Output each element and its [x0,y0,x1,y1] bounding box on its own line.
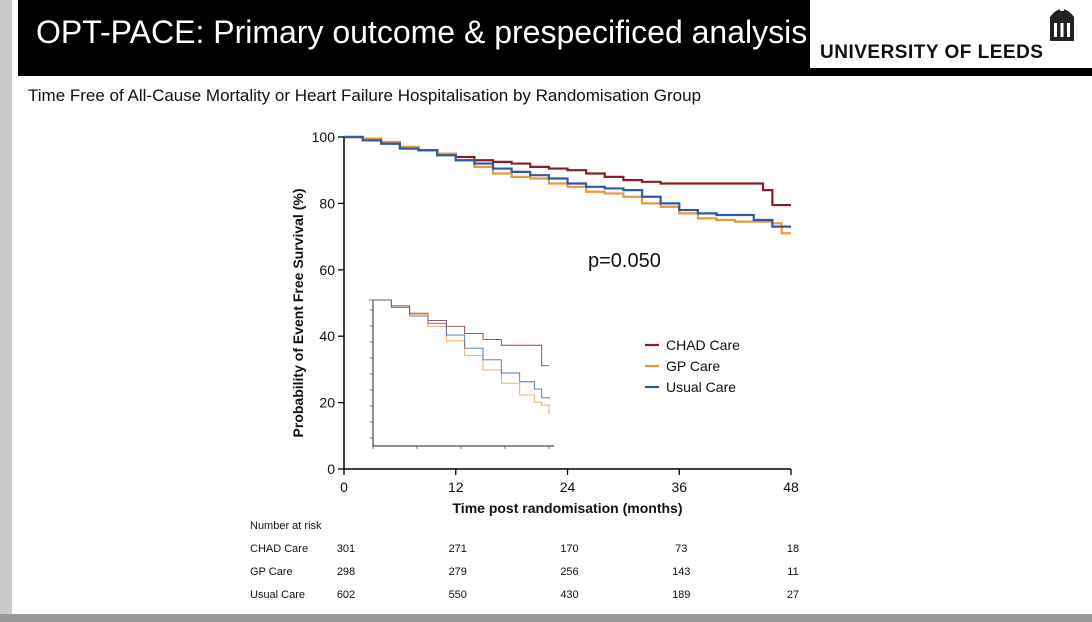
risk-cell: 256 [560,566,579,578]
risk-cell: 73 [675,543,688,555]
risk-cell: 430 [560,589,579,601]
risk-row-label: Usual Care [250,589,306,601]
bottom-bar [0,614,1092,622]
risk-cell: 602 [336,589,356,601]
y-tick-label: 40 [319,328,335,344]
legend-entry: Usual Care [666,379,736,395]
slide-title: OPT-PACE: Primary outcome & prespecifice… [36,14,808,50]
x-tick-label: 36 [671,479,687,495]
risk-cell: 189 [672,589,691,601]
risk-cell: 550 [448,589,467,601]
y-tick-label: 100 [312,129,336,145]
y-tick-label: 20 [319,395,335,411]
x-tick-label: 12 [448,479,464,495]
risk-cell: 301 [336,543,356,555]
legend-entry: CHAD Care [666,337,740,353]
y-axis-label: Probability of Event Free Survival (%) [290,189,306,438]
x-tick-label: 48 [783,479,799,495]
y-tick-label: 0 [327,461,335,477]
slide: OPT-PACE: Primary outcome & prespecifice… [12,0,1092,614]
inset-series-line [373,299,549,367]
inset-series-line [373,299,550,400]
risk-cell: 279 [448,566,467,578]
university-logo: UNIVERSITY OF LEEDS [810,0,1092,68]
inset-series-line [373,299,550,414]
risk-cell: 18 [786,543,800,555]
series-line [344,135,791,235]
x-tick-label: 0 [340,479,348,495]
x-tick-label: 24 [560,479,576,495]
y-tick-label: 60 [319,262,335,278]
risk-cell: 143 [672,566,691,578]
legend-entry: GP Care [666,358,720,374]
logo-text: UNIVERSITY OF LEEDS [820,42,1044,63]
x-axis-label: Time post randomisation (months) [453,500,683,516]
risk-table-header: Number at risk [250,520,322,532]
risk-cell: 170 [560,543,579,555]
risk-cell: 27 [786,589,800,601]
risk-cell: 271 [448,543,467,555]
risk-row-label: CHAD Care [250,543,309,555]
risk-cell: 298 [336,566,356,578]
y-tick-label: 80 [319,195,335,211]
p-value-annotation: p=0.050 [588,250,661,272]
university-crest-icon [1050,7,1074,41]
risk-row-label: GP Care [250,566,293,578]
chart-title: Time Free of All-Cause Mortality or Hear… [28,86,702,105]
risk-cell: 11 [787,566,799,578]
series-line [344,135,791,228]
